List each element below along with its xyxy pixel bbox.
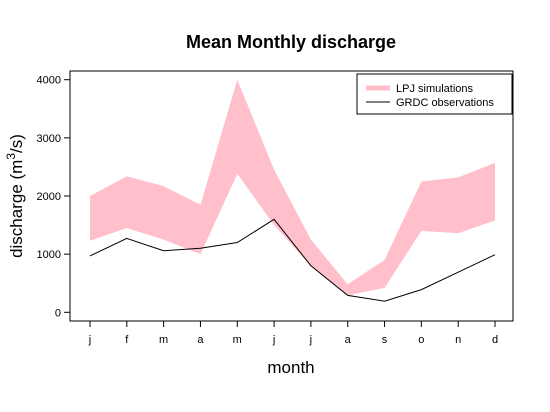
x-tick-label: n — [455, 334, 461, 346]
y-tick-label: 2000 — [37, 191, 61, 203]
y-axis-label: discharge (m3/s) — [4, 134, 26, 258]
x-tick-label: f — [125, 334, 129, 346]
x-tick-label: j — [272, 334, 275, 346]
chart-title: Mean Monthly discharge — [186, 32, 396, 52]
x-tick-label: j — [88, 334, 91, 346]
y-axis: 0 1000 2000 3000 4000 — [37, 75, 71, 319]
x-tick-label: a — [345, 334, 352, 346]
y-axis-label-sup: 3 — [4, 153, 18, 160]
legend: LPJ simulations GRDC observations — [356, 73, 513, 115]
x-tick-label: m — [159, 334, 168, 346]
y-axis-label-tail: /s) — [7, 134, 26, 153]
x-tick-label: s — [382, 334, 388, 346]
y-axis-label-main: discharge (m — [7, 160, 26, 258]
y-tick-label: 0 — [55, 307, 61, 319]
legend-box — [356, 73, 513, 115]
x-tick-label: j — [309, 334, 312, 346]
y-tick-label: 3000 — [37, 133, 61, 145]
grdc-observations-line — [89, 218, 496, 302]
x-tick-label: o — [418, 334, 424, 346]
legend-label-lpj: LPJ simulations — [396, 83, 474, 95]
lpj-simulations-band — [90, 79, 495, 296]
x-tick-label: m — [233, 334, 242, 346]
legend-label-grdc: GRDC observations — [396, 97, 494, 109]
y-tick-label: 1000 — [37, 249, 61, 261]
x-tick-label: d — [492, 334, 498, 346]
x-tick-label: a — [197, 334, 204, 346]
y-tick-label: 4000 — [37, 75, 61, 87]
x-axis-label: month — [267, 358, 314, 377]
